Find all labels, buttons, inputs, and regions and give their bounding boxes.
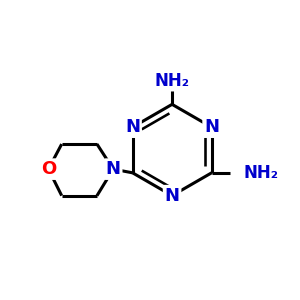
- Text: N: N: [106, 160, 121, 178]
- Text: O: O: [41, 160, 56, 178]
- Text: NH₂: NH₂: [243, 164, 278, 182]
- Text: N: N: [125, 118, 140, 136]
- Text: N: N: [204, 118, 219, 136]
- Text: NH₂: NH₂: [154, 72, 190, 90]
- Text: N: N: [165, 187, 180, 205]
